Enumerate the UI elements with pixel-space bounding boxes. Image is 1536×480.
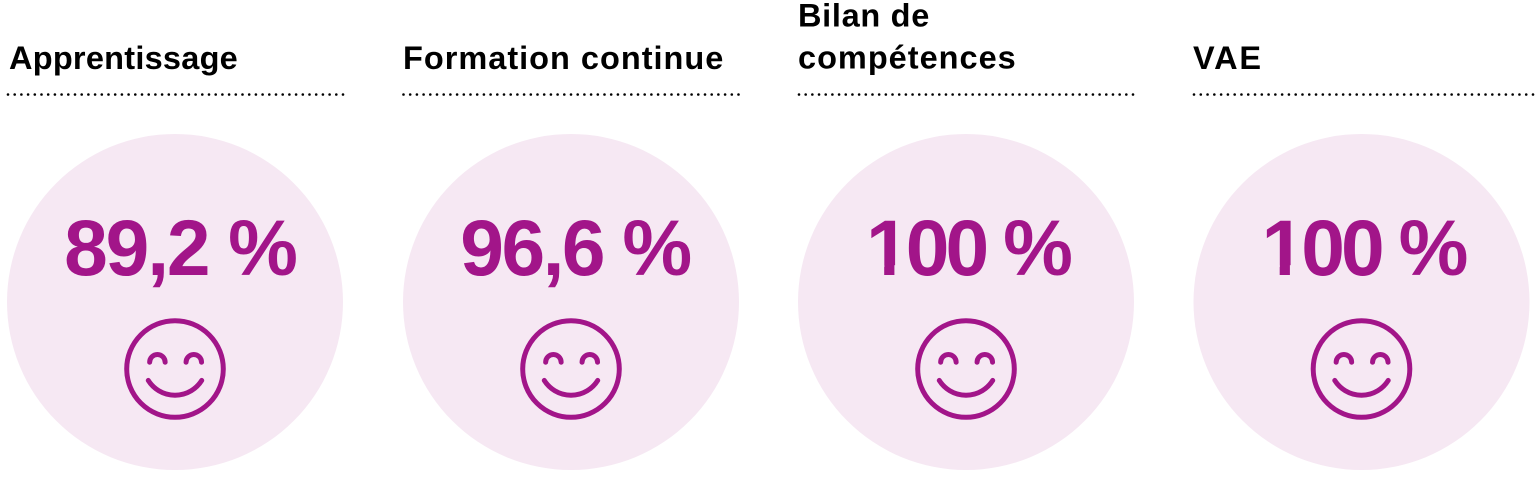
svg-text:VAE: VAE: [1193, 40, 1263, 76]
svg-text:compétences: compétences: [798, 40, 1017, 76]
svg-text:Formation continue: Formation continue: [403, 40, 724, 76]
svg-text:Bilan de: Bilan de: [798, 0, 930, 34]
svg-text:96,6 %: 96,6 %: [460, 204, 690, 292]
svg-text:Apprentissage: Apprentissage: [9, 40, 238, 76]
svg-text:89,2 %: 89,2 %: [64, 204, 296, 292]
svg-text:100 %: 100 %: [1261, 204, 1466, 292]
svg-text:100 %: 100 %: [866, 204, 1071, 292]
